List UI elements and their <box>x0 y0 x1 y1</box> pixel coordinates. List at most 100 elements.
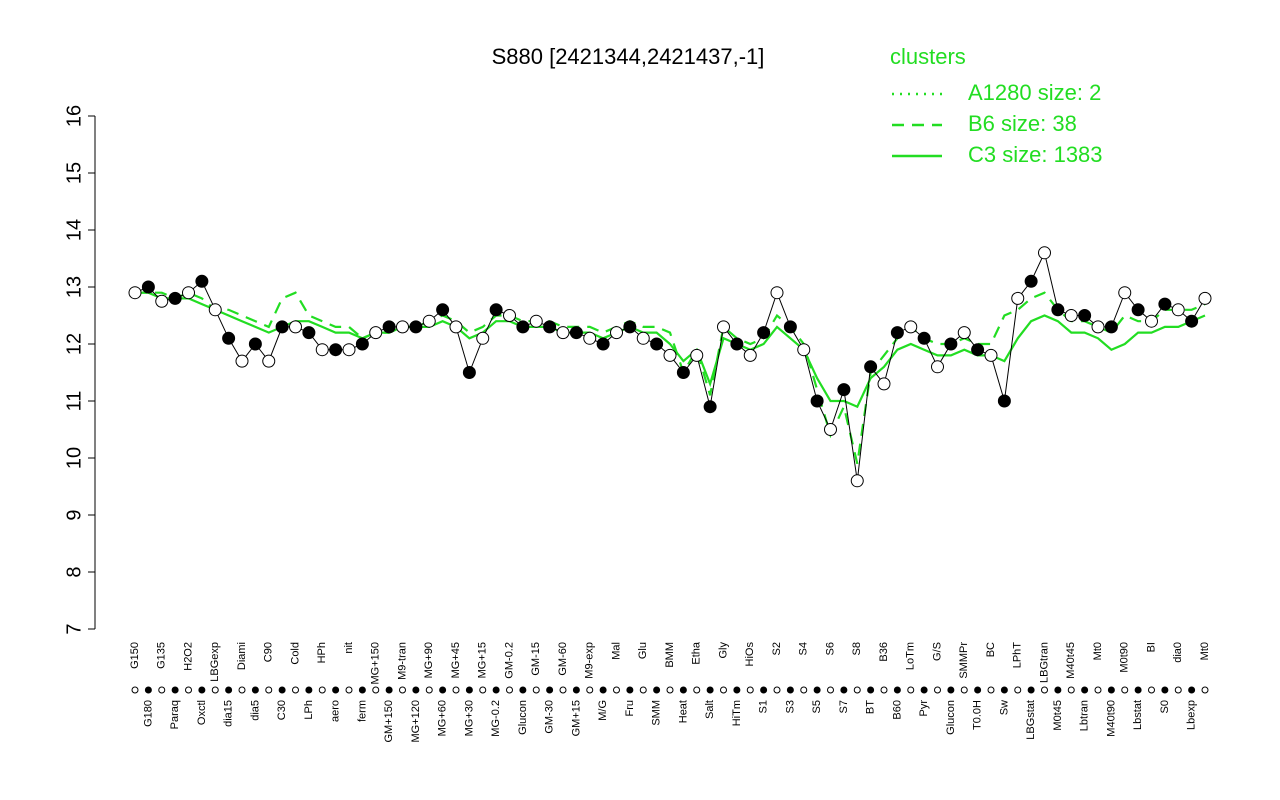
rug-point <box>626 686 634 694</box>
data-point <box>329 343 343 357</box>
x-tick-label: B60 <box>891 700 903 720</box>
data-point <box>1038 246 1051 260</box>
x-tick-label: Mt0 <box>1092 642 1104 660</box>
x-tick-label: HiTm <box>731 700 743 726</box>
rug-point <box>479 686 487 694</box>
x-tick-label: M0t90 <box>1119 642 1131 673</box>
data-point <box>850 474 864 488</box>
rug-point <box>225 686 233 694</box>
x-tick-label: SMM <box>651 700 663 726</box>
data-point <box>1158 297 1172 311</box>
data-point <box>422 314 436 328</box>
x-tick-label: S3 <box>784 700 796 713</box>
data-point <box>810 394 824 408</box>
data-point <box>543 320 557 334</box>
x-tick-label: Mal <box>610 642 622 660</box>
rug-point <box>639 686 647 694</box>
rug-point <box>452 686 460 694</box>
rug-point <box>760 686 768 694</box>
x-tick-label: T0.0H <box>972 700 984 730</box>
x-tick-label: M9-tran <box>396 642 408 680</box>
data-point <box>877 377 891 391</box>
data-point <box>837 383 851 397</box>
rug-point <box>465 686 473 694</box>
x-tick-label: MG+90 <box>423 642 435 678</box>
data-point <box>676 366 690 379</box>
data-point <box>743 348 757 362</box>
x-tick-label: Oxctl <box>196 700 208 725</box>
y-tick-label: 8 <box>63 566 85 577</box>
rug-point <box>318 686 326 694</box>
x-tick-label: Cold <box>289 642 301 665</box>
rug-point <box>706 686 714 694</box>
rug-point <box>1067 686 1075 694</box>
data-point <box>931 360 944 374</box>
legend-label: C3 size: 1383 <box>968 142 1103 167</box>
data-point <box>1104 320 1118 334</box>
data-point <box>1051 303 1065 317</box>
data-point <box>476 331 490 345</box>
data-point <box>1091 320 1105 334</box>
rug-point <box>1201 686 1209 694</box>
data-point <box>516 320 530 334</box>
data-point <box>208 303 222 317</box>
x-tick-label: S8 <box>851 642 863 655</box>
data-point <box>917 331 931 345</box>
data-point <box>944 337 958 351</box>
rug-point <box>519 686 527 694</box>
legend-label: A1280 size: 2 <box>968 80 1101 105</box>
x-tick-label: G150 <box>129 642 141 669</box>
data-point <box>556 326 570 340</box>
legend-label: B6 size: 38 <box>968 111 1077 136</box>
x-tick-label: LBGstat <box>1025 700 1037 740</box>
data-point <box>342 343 356 357</box>
data-point <box>382 320 396 334</box>
rug-point <box>974 686 982 694</box>
x-tick-label: GM-15 <box>530 642 542 676</box>
rug-point <box>171 686 179 694</box>
rug-point <box>934 686 941 694</box>
data-point <box>262 354 276 368</box>
data-point <box>690 348 704 362</box>
x-tick-label: B36 <box>878 642 890 662</box>
data-point <box>1078 309 1092 322</box>
rug-point <box>960 686 968 694</box>
data-point <box>396 320 409 334</box>
x-tick-label: BT <box>865 700 877 714</box>
rug-point <box>372 686 380 694</box>
x-tick-label: LPhT <box>1012 642 1024 669</box>
data-point <box>449 320 463 334</box>
rug-point <box>893 686 901 694</box>
x-tick-label: dia5 <box>249 700 261 721</box>
rug-point <box>733 686 741 694</box>
y-tick-label: 16 <box>63 105 85 127</box>
data-point <box>663 348 677 362</box>
x-tick-label: Paraq <box>169 700 181 729</box>
data-point <box>168 291 182 305</box>
data-point <box>1198 291 1212 305</box>
y-tick-label: 7 <box>63 623 85 634</box>
x-tick-label: BI <box>1145 642 1157 652</box>
x-tick-label: Glucon <box>945 700 957 735</box>
x-tick-label: dia0 <box>1172 642 1184 663</box>
x-tick-label: Fru <box>624 700 636 717</box>
data-point <box>984 348 998 362</box>
x-tick-label: Lbexp <box>1186 700 1198 730</box>
rug-point <box>786 686 794 694</box>
data-point <box>128 286 142 300</box>
rug-point <box>840 686 848 694</box>
data-point <box>636 331 650 345</box>
data-point <box>182 286 195 300</box>
rug-point <box>813 686 821 694</box>
data-point <box>302 326 316 340</box>
rug-point <box>867 686 875 694</box>
x-tick-label: Gly <box>717 642 729 659</box>
rug-point <box>773 686 781 694</box>
rug-point <box>1121 686 1129 694</box>
rug-point <box>679 686 687 694</box>
rug-point <box>1161 686 1169 694</box>
rug-point <box>1134 686 1142 694</box>
y-tick-label: 10 <box>63 447 85 469</box>
rug-point <box>399 686 406 694</box>
rug-point <box>586 686 594 694</box>
